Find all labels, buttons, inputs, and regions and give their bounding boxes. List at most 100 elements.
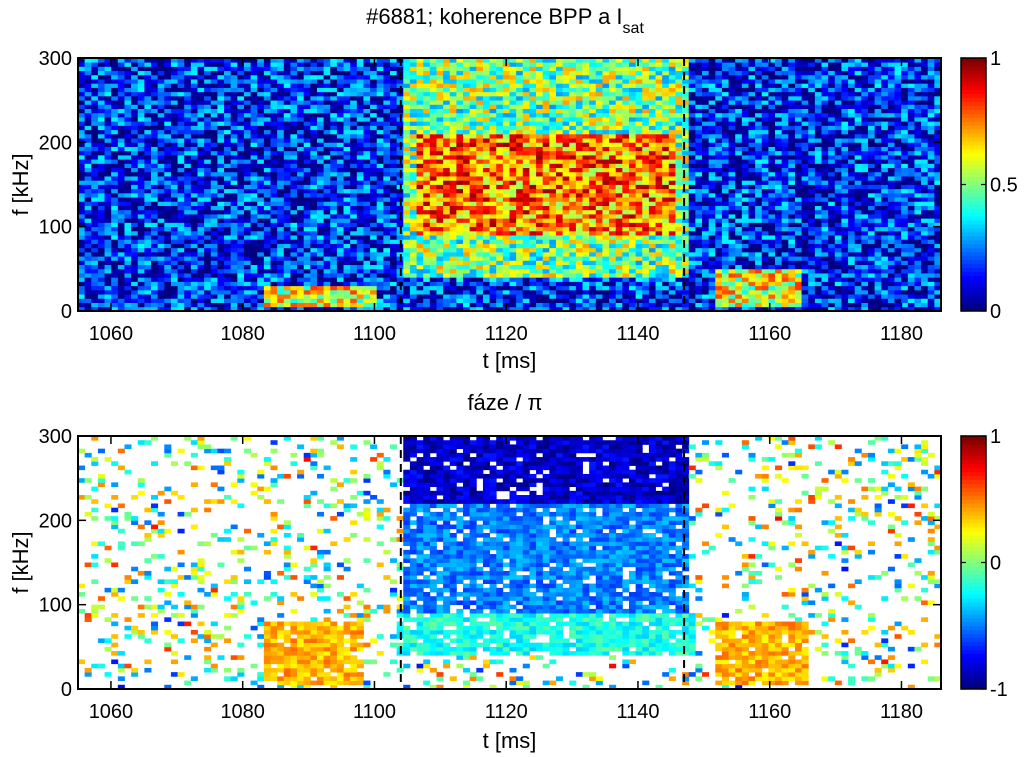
- heatmap-cell: [84, 66, 92, 72]
- heatmap-cell: [151, 209, 159, 215]
- heatmap-cell: [489, 222, 497, 228]
- heatmap-cell: [516, 79, 524, 84]
- heatmap-cell: [144, 247, 152, 253]
- heatmap-cell: [97, 129, 105, 135]
- heatmap-cell: [383, 83, 391, 88]
- heatmap-cell: [78, 163, 86, 169]
- heatmap-cell: [197, 150, 205, 156]
- heatmap-cell: [204, 79, 212, 84]
- heatmap-cell: [297, 264, 305, 270]
- heatmap-cell: [310, 70, 318, 76]
- heatmap-cell: [589, 70, 597, 76]
- heatmap-cell: [137, 289, 145, 295]
- heatmap-cell: [569, 133, 577, 139]
- heatmap-cell: [423, 273, 431, 278]
- heatmap-cell: [316, 230, 325, 236]
- heatmap-cell: [390, 243, 398, 249]
- heatmap-cell: [436, 167, 444, 173]
- heatmap-cell: [582, 251, 590, 257]
- heatmap-cell: [409, 230, 417, 236]
- heatmap-cell: [270, 251, 278, 257]
- heatmap-cell: [609, 108, 617, 114]
- heatmap-cell: [316, 62, 325, 67]
- heatmap-cell: [323, 298, 331, 303]
- heatmap-cell: [224, 235, 232, 240]
- heatmap-cell: [569, 167, 577, 173]
- heatmap-cell: [336, 289, 344, 295]
- heatmap-cell: [323, 239, 331, 244]
- heatmap-cell: [496, 70, 504, 76]
- heatmap-cell: [250, 104, 258, 109]
- heatmap-cell: [370, 222, 378, 228]
- heatmap-cell: [582, 256, 590, 261]
- heatmap-cell: [542, 285, 550, 291]
- heatmap-cell: [230, 79, 238, 84]
- heatmap-cell: [263, 171, 271, 177]
- heatmap-cell: [336, 154, 344, 160]
- heatmap-cell: [409, 167, 417, 173]
- heatmap-cell: [509, 138, 517, 143]
- heatmap-cell: [549, 146, 557, 152]
- heatmap-cell: [137, 146, 145, 152]
- heatmap-cell: [111, 159, 119, 164]
- heatmap-cell: [390, 235, 398, 240]
- heatmap-cell: [516, 159, 524, 164]
- heatmap-cell: [217, 268, 225, 274]
- heatmap-cell: [443, 239, 451, 244]
- heatmap-cell: [522, 79, 530, 84]
- heatmap-cell: [562, 222, 570, 228]
- heatmap-cell: [463, 79, 471, 84]
- heatmap-cell: [509, 163, 517, 169]
- heatmap-cell: [463, 112, 471, 118]
- heatmap-cell: [323, 243, 331, 249]
- heatmap-cell: [416, 205, 424, 211]
- heatmap-cell: [463, 298, 471, 303]
- heatmap-cell: [303, 159, 311, 164]
- heatmap-cell: [303, 167, 311, 173]
- heatmap-cell: [336, 121, 344, 126]
- heatmap-cell: [336, 239, 344, 244]
- heatmap-cell: [582, 74, 590, 80]
- heatmap-cell: [104, 256, 112, 261]
- heatmap-cell: [250, 112, 258, 118]
- heatmap-cell: [516, 289, 524, 295]
- heatmap-cell: [489, 256, 497, 261]
- heatmap-cell: [463, 95, 471, 101]
- heatmap-cell: [91, 108, 99, 114]
- heatmap-cell: [78, 239, 86, 244]
- heatmap-cell: [562, 251, 570, 257]
- heatmap-cell: [257, 239, 265, 244]
- heatmap-cell: [615, 243, 623, 249]
- heatmap-cell: [509, 251, 517, 257]
- heatmap-cell: [589, 58, 597, 63]
- heatmap-cell: [137, 264, 145, 270]
- heatmap-cell: [463, 117, 471, 122]
- heatmap-cell: [615, 230, 623, 236]
- heatmap-cell: [376, 117, 384, 122]
- heatmap-cell: [330, 302, 338, 308]
- heatmap-cell: [363, 167, 371, 173]
- heatmap-cell: [277, 285, 285, 291]
- heatmap-cell: [370, 62, 378, 67]
- heatmap-cell: [403, 146, 411, 152]
- heatmap-cell: [509, 289, 517, 295]
- heatmap-cell: [170, 239, 178, 244]
- heatmap-cell: [522, 306, 530, 312]
- heatmap-cell: [270, 201, 278, 206]
- heatmap-cell: [277, 83, 285, 88]
- heatmap-cell: [569, 121, 577, 126]
- heatmap-cell: [409, 289, 417, 295]
- heatmap-cell: [449, 159, 457, 164]
- heatmap-cell: [569, 108, 577, 114]
- heatmap-cell: [363, 243, 371, 249]
- heatmap-cell: [151, 298, 159, 303]
- heatmap-cell: [602, 129, 610, 135]
- heatmap-cell: [429, 235, 437, 240]
- heatmap-cell: [78, 159, 86, 164]
- heatmap-cell: [97, 117, 105, 122]
- heatmap-cell: [370, 230, 378, 236]
- heatmap-cell: [217, 91, 225, 97]
- heatmap-cell: [429, 62, 437, 67]
- heatmap-cell: [609, 100, 617, 105]
- heatmap-cell: [297, 83, 305, 88]
